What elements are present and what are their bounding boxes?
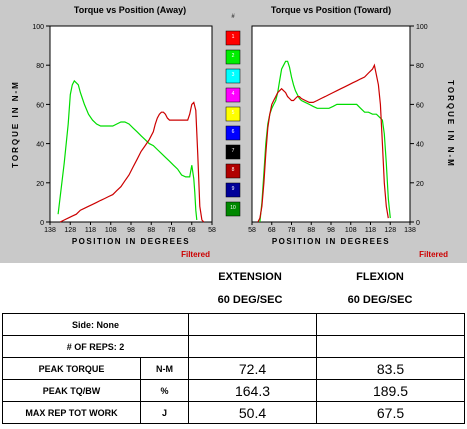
x-tick-label: 58: [248, 227, 256, 234]
x-tick-label: 138: [404, 227, 416, 234]
side-flexion-cell: [316, 313, 466, 336]
y-tick-label: 20: [416, 181, 424, 188]
legend-swatch: [225, 68, 241, 84]
legend-label: 3: [232, 72, 235, 78]
y-tick-label: 40: [416, 142, 424, 149]
y-tick-label: 20: [36, 181, 44, 188]
x-tick-label: 128: [384, 227, 396, 234]
legend-swatch: [225, 201, 241, 217]
y-tick-label: 60: [36, 102, 44, 109]
filtered-note: Filtered: [419, 250, 448, 259]
series-line: [259, 60, 391, 223]
row-extension-value: 164.3: [188, 379, 318, 402]
legend-label: 9: [232, 186, 235, 192]
x-tick-label: 108: [105, 227, 117, 234]
legend-label: 4: [232, 91, 235, 97]
chart-title: Torque vs Position (Toward): [271, 5, 391, 15]
x-tick-label: 68: [188, 227, 196, 234]
y-tick-label: 100: [416, 24, 428, 31]
x-tick-label: 118: [85, 227, 96, 234]
legend-label: 5: [232, 110, 235, 116]
x-tick-label: 88: [307, 227, 315, 234]
legend-label: 10: [230, 205, 236, 211]
reps-extension-cell: [188, 335, 318, 358]
y-tick-label: 60: [416, 102, 424, 109]
table-row: PEAK TORQUE N-M 72.4 83.5: [2, 357, 466, 380]
row-flexion-value: 83.5: [316, 357, 466, 380]
x-tick-label: 78: [288, 227, 296, 234]
y-axis-label: TORQUE IN N-M: [11, 80, 20, 168]
legend-label: 7: [232, 148, 235, 154]
legend-swatch: [225, 125, 241, 141]
series-line: [57, 79, 198, 221]
row-unit: J: [139, 401, 190, 424]
row-unit: N-M: [139, 357, 190, 380]
y-axis-label: TORQUE IN N-M: [446, 80, 455, 168]
x-tick-label: 108: [345, 227, 357, 234]
x-tick-label: 98: [327, 227, 335, 234]
row-extension-value: 50.4: [188, 401, 318, 424]
row-flexion-value: 67.5: [316, 401, 466, 424]
flexion-speed: 60 DEG/SEC: [347, 294, 413, 306]
extension-speed: 60 DEG/SEC: [217, 294, 283, 306]
reps-label: # OF REPS: 2: [1, 335, 190, 358]
legend-label: 2: [232, 53, 235, 59]
extension-title: EXTENSION: [218, 271, 282, 283]
series-line: [59, 101, 205, 223]
table-row: MAX REP TOT WORK J 50.4 67.5: [2, 401, 466, 424]
x-tick-label: 58: [208, 227, 216, 234]
legend-label: 1: [232, 34, 235, 40]
legend-label: 6: [232, 129, 235, 135]
row-unit: %: [139, 379, 190, 402]
legend-swatch: [225, 182, 241, 198]
side-extension-cell: [188, 313, 318, 336]
y-tick-label: 100: [32, 24, 44, 31]
y-tick-label: 80: [36, 63, 44, 70]
plot-area: [49, 25, 213, 223]
torque-charts-panel: Torque vs Position (Away) 0 20 40 60 80 100 138…: [0, 0, 467, 263]
x-axis-label: POSITION IN DEGREES: [72, 237, 190, 246]
flexion-title: FLEXION: [356, 271, 404, 283]
x-tick-label: 78: [168, 227, 176, 234]
x-tick-label: 138: [44, 227, 56, 234]
row-extension-value: 72.4: [188, 357, 318, 380]
table-row: PEAK TQ/BW % 164.3 189.5: [2, 379, 466, 402]
charts-svg: Torque vs Position (Away)020406080100138…: [11, 5, 455, 259]
reps-row: # OF REPS: 2: [1, 335, 466, 358]
side-row: Side: None: [1, 313, 466, 336]
legend-swatch: [225, 163, 241, 179]
y-tick-label: 0: [416, 220, 420, 227]
filtered-note: Filtered: [181, 250, 210, 259]
legend-swatch: [225, 144, 241, 160]
y-tick-label: 0: [40, 220, 44, 227]
chart-title: Torque vs Position (Away): [74, 5, 186, 15]
legend-title: #: [231, 14, 235, 20]
legend-label: 8: [232, 167, 235, 173]
plot-area: [251, 25, 411, 223]
legend-swatch: [225, 87, 241, 103]
legend-swatch: [225, 49, 241, 65]
x-axis-label: POSITION IN DEGREES: [272, 237, 390, 246]
row-label: MAX REP TOT WORK: [2, 401, 141, 424]
x-tick-label: 98: [127, 227, 135, 234]
row-label: PEAK TQ/BW: [2, 379, 141, 402]
legend-swatch: [225, 106, 241, 122]
y-tick-label: 40: [36, 142, 44, 149]
y-tick-label: 80: [416, 63, 424, 70]
series-line: [257, 63, 389, 223]
row-flexion-value: 189.5: [316, 379, 466, 402]
x-tick-label: 118: [365, 227, 376, 234]
x-tick-label: 88: [147, 227, 155, 234]
legend-swatch: [225, 30, 241, 46]
x-tick-label: 68: [268, 227, 276, 234]
summary-table: Side: None # OF REPS: 2 PEAK TORQUE N-M …: [1, 313, 466, 424]
x-tick-label: 128: [64, 227, 76, 234]
row-label: PEAK TORQUE: [2, 357, 141, 380]
reps-flexion-cell: [316, 335, 466, 358]
side-label: Side: None: [1, 313, 190, 336]
